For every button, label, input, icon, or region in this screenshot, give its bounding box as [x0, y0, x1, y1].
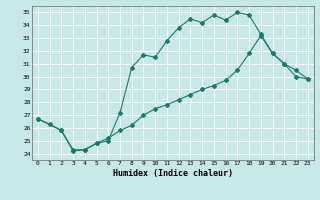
X-axis label: Humidex (Indice chaleur): Humidex (Indice chaleur) — [113, 169, 233, 178]
